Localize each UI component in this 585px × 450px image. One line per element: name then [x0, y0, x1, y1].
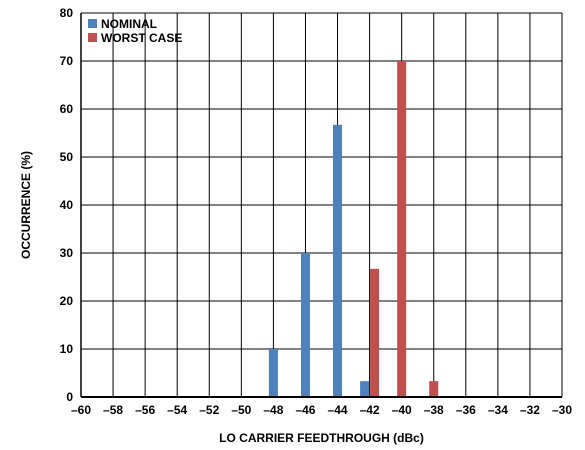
bar-nominal	[333, 124, 343, 397]
x-tick-label: –44	[328, 403, 348, 417]
y-tick-label: 0	[66, 390, 73, 404]
bar-nominal	[300, 253, 310, 397]
bars	[268, 61, 439, 397]
x-tick-label: –46	[295, 403, 315, 417]
bar-worst-case	[370, 268, 380, 397]
y-tick-labels: 0 10 20 30 40 50 60 70 80	[60, 6, 74, 404]
x-tick-label: –48	[263, 403, 283, 417]
x-tick-label: –32	[520, 403, 540, 417]
y-tick-label: 80	[60, 6, 74, 20]
y-tick-label: 60	[60, 102, 74, 116]
x-tick-label: –36	[456, 403, 476, 417]
x-tick-label: –40	[392, 403, 412, 417]
legend-swatch	[88, 19, 97, 28]
x-tick-label: –58	[103, 403, 123, 417]
x-tick-labels: –60 –58 –56 –54 –52 –50 –48 –46 –44 –42 –40 –38 –36–…	[71, 403, 572, 417]
y-axis-title: OCCURRENCE (%)	[19, 151, 33, 259]
x-tick-label: –30	[552, 403, 572, 417]
x-tick-label: –34	[488, 403, 508, 417]
y-tick-label: 40	[60, 198, 74, 212]
y-tick-label: 50	[60, 150, 74, 164]
axes	[80, 13, 562, 398]
bar-nominal	[268, 349, 278, 397]
y-tick-label: 30	[60, 246, 74, 260]
bar-worst-case	[429, 381, 439, 397]
y-tick-label: 10	[60, 342, 74, 356]
bar-worst-case	[397, 61, 407, 397]
x-tick-label: –50	[231, 403, 251, 417]
x-tick-label: –38	[424, 403, 444, 417]
x-tick-label: –56	[135, 403, 155, 417]
x-tick-label: –60	[71, 403, 91, 417]
y-tick-label: 20	[60, 294, 74, 308]
x-tick-label: –52	[199, 403, 219, 417]
grid-lines	[80, 12, 563, 398]
legend-swatch	[88, 33, 97, 42]
y-tick-label: 70	[60, 54, 74, 68]
x-tick-label: –54	[167, 403, 187, 417]
legend-label: WORST CASE	[101, 31, 182, 45]
x-tick-label: –42	[360, 403, 380, 417]
bar-nominal	[360, 381, 370, 397]
legend-label: NOMINAL	[101, 17, 157, 31]
x-axis-title: LO CARRIER FEEDTHROUGH (dBc)	[219, 431, 424, 445]
